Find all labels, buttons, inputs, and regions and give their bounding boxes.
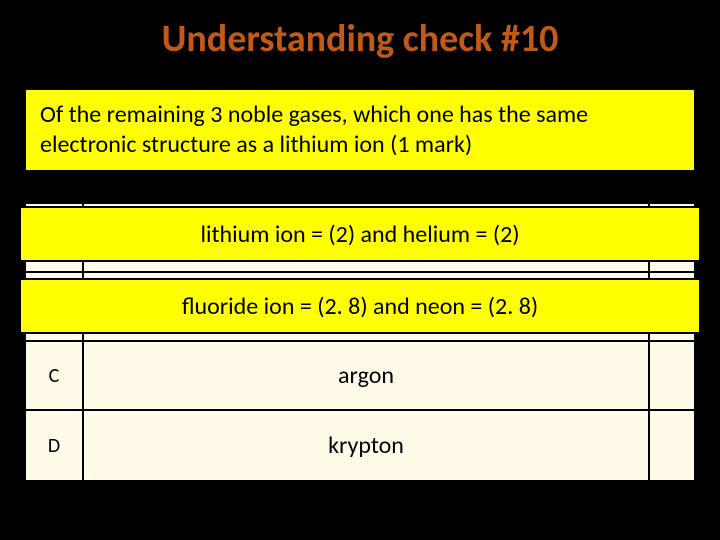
row-letter: D — [26, 411, 84, 480]
explanation-overlay-2: fluoride ion = (2. 8) and neon = (2. 8) — [19, 278, 701, 334]
content-area: A helium ✔ B neon ✔ C argon D krypton li… — [24, 202, 696, 482]
page-title: Understanding check #10 — [0, 0, 720, 78]
title-bar: Understanding check #10 — [0, 0, 720, 78]
explanation-overlay-1: lithium ion = (2) and helium = (2) — [19, 206, 701, 262]
row-mark — [650, 342, 694, 409]
table-row: D krypton — [26, 411, 694, 480]
row-text: krypton — [84, 411, 650, 480]
row-letter: C — [26, 342, 84, 409]
row-text: argon — [84, 342, 650, 409]
row-mark — [650, 411, 694, 480]
table-row: C argon — [26, 342, 694, 411]
question-box: Of the remaining 3 noble gases, which on… — [24, 88, 696, 172]
